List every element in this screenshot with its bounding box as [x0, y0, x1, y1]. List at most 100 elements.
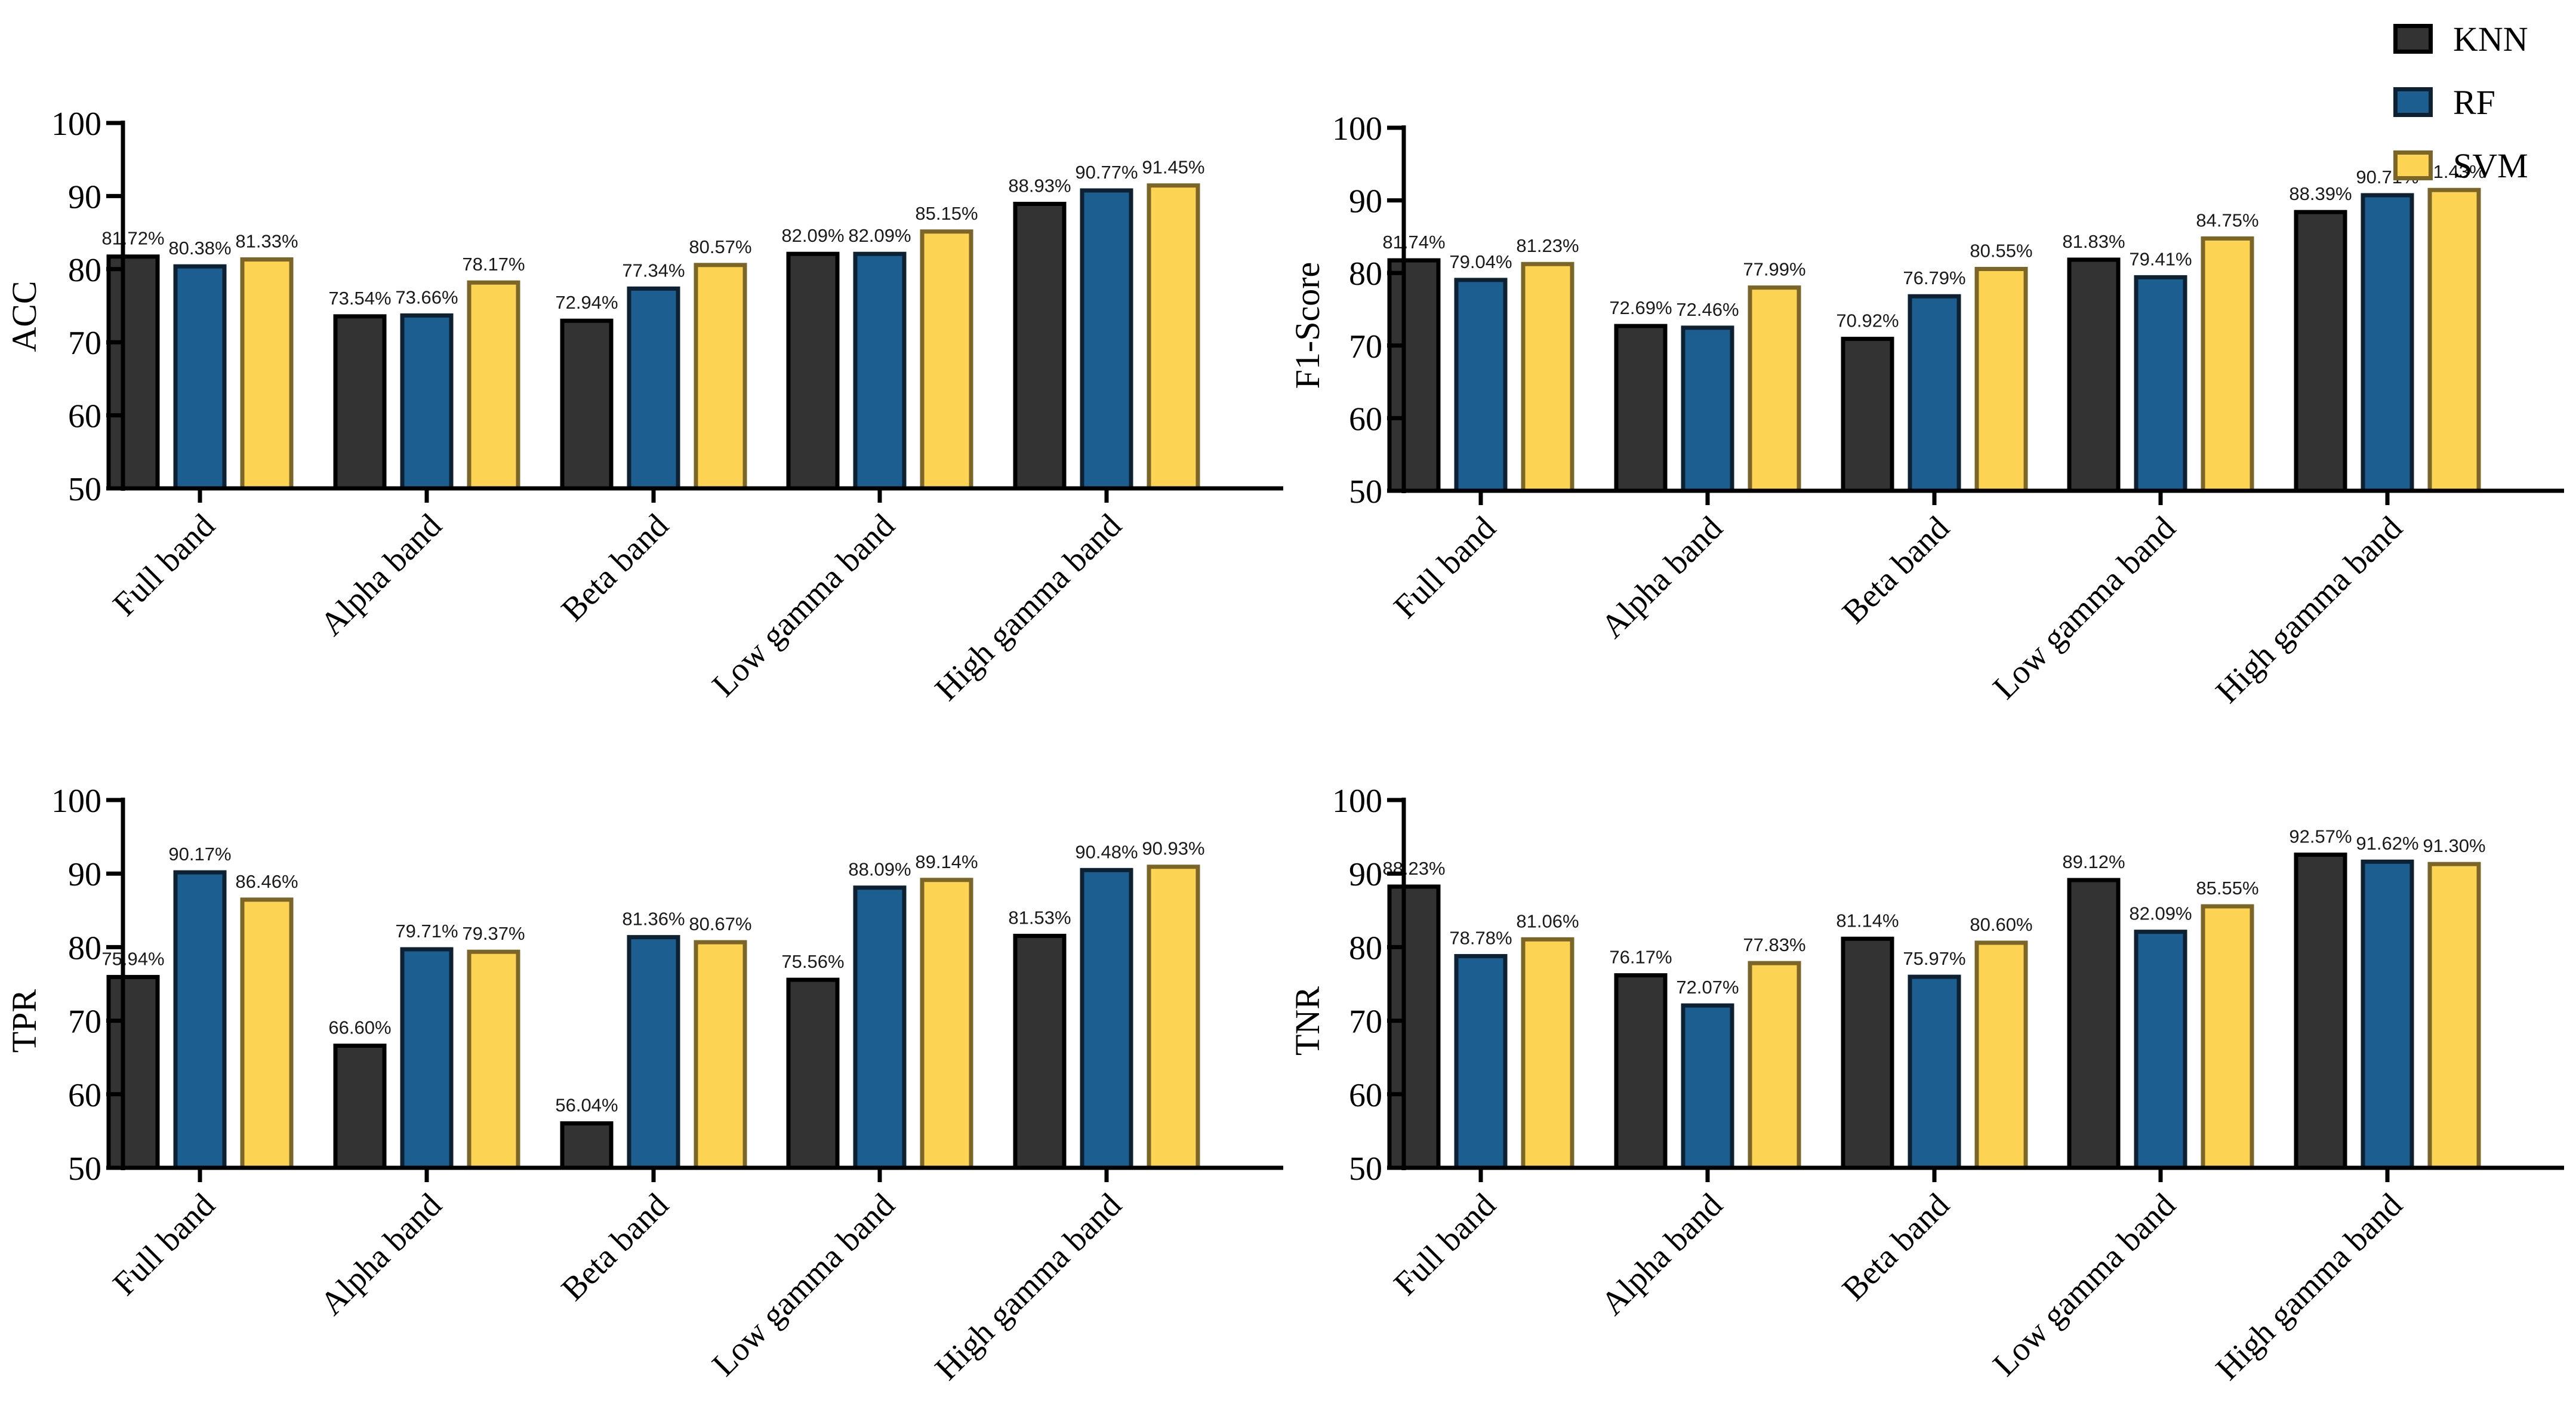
bar-svm-5: [2427, 187, 2481, 493]
x-tick-label-alpha-band: Alpha band: [313, 1186, 449, 1322]
y-tick-label-70: 70: [68, 325, 101, 362]
bar-label-knn-4: 81.83%: [2062, 231, 2125, 252]
y-tick-label-70: 70: [1349, 328, 1382, 365]
bar-label-knn-5: 88.39%: [2289, 183, 2352, 204]
bar-label-rf-2: 73.66%: [395, 287, 458, 307]
bar-rf-3: [1908, 974, 1961, 1170]
y-tick-label-50: 50: [1349, 473, 1382, 510]
bar-rf-2: [1681, 1003, 1734, 1170]
bar-rf-1: [173, 870, 227, 1170]
bar-rf-1: [173, 264, 227, 491]
bar-label-knn-2: 66.60%: [328, 1017, 391, 1038]
y-axis-title: TNR: [1288, 986, 1327, 1056]
bar-knn-4: [2067, 878, 2121, 1170]
bar-svm-3: [694, 263, 747, 491]
bar-svm-5: [1147, 865, 1200, 1170]
bar-label-svm-2: 77.99%: [1743, 259, 1805, 280]
bar-svm-2: [467, 280, 520, 491]
bar-knn-1: [106, 974, 160, 1170]
x-tick-label-full-band: Full band: [1387, 1186, 1503, 1303]
y-tick-label-100: 100: [51, 106, 101, 143]
legend-item-rf: RF: [2393, 70, 2528, 134]
bar-label-knn-2: 72.69%: [1609, 297, 1672, 318]
bar-label-svm-4: 89.14%: [915, 851, 978, 872]
bar-label-rf-3: 75.97%: [1903, 948, 1965, 969]
bar-rf-1: [1454, 278, 1508, 493]
bar-label-rf-5: 90.77%: [1075, 162, 1138, 183]
bar-label-svm-1: 86.46%: [235, 871, 298, 892]
y-tick-label-60: 60: [1349, 401, 1382, 438]
bar-label-knn-1: 88.23%: [1382, 858, 1445, 879]
y-tick-label-70: 70: [1349, 1004, 1382, 1041]
bar-label-knn-1: 81.74%: [1382, 232, 1445, 253]
bar-svm-4: [2201, 904, 2254, 1170]
bar-svm-4: [920, 878, 973, 1170]
bar-svm-5: [1147, 183, 1200, 491]
y-tick-label-90: 90: [68, 179, 101, 216]
bar-svm-2: [1748, 961, 1801, 1170]
bar-rf-4: [853, 885, 907, 1170]
bar-label-knn-3: 70.92%: [1836, 310, 1899, 331]
bar-knn-3: [560, 1121, 614, 1170]
legend-swatch-svm: [2393, 150, 2433, 180]
bar-label-svm-4: 85.15%: [915, 203, 978, 224]
bar-label-knn-5: 81.53%: [1008, 908, 1071, 928]
bar-label-svm-1: 81.23%: [1516, 235, 1579, 256]
bar-label-knn-1: 81.72%: [101, 228, 164, 249]
bar-knn-3: [1841, 337, 1894, 493]
bar-rf-3: [1908, 294, 1961, 493]
bar-rf-1: [1454, 953, 1508, 1170]
legend-item-knn: KNN: [2393, 7, 2528, 70]
bar-label-rf-1: 79.04%: [1449, 251, 1512, 272]
y-tick-label-80: 80: [68, 252, 101, 289]
chart-panel-f1-score: 81.74% 72.69% 70.92% 81.83% 88.39% 79.04% 72.4…: [1288, 110, 2564, 710]
y-tick-label-100: 100: [1332, 110, 1382, 147]
x-tick-label-alpha-band: Alpha band: [1594, 1186, 1730, 1322]
y-tick-label-50: 50: [68, 1150, 101, 1188]
bar-label-svm-5: 91.43%: [2423, 161, 2485, 182]
bar-svm-2: [1748, 285, 1801, 493]
x-tick-label-high-gamma-band: High gamma band: [2209, 509, 2409, 710]
legend-item-svm: SVM: [2393, 134, 2528, 197]
legend-label-rf: RF: [2453, 82, 2495, 122]
bar-label-svm-3: 80.57%: [689, 236, 751, 257]
bar-knn-1: [1387, 884, 1441, 1170]
x-tick-label-beta-band: Beta band: [554, 1186, 676, 1308]
bar-label-rf-1: 90.17%: [168, 844, 231, 865]
bar-rf-5: [1080, 867, 1133, 1170]
bar-label-knn-3: 72.94%: [555, 292, 618, 313]
y-tick-label-100: 100: [51, 783, 101, 820]
bar-rf-3: [627, 286, 680, 491]
bar-label-rf-4: 79.41%: [2129, 248, 2192, 269]
y-tick-label-50: 50: [68, 471, 101, 508]
x-tick-label-beta-band: Beta band: [554, 507, 676, 628]
bar-knn-5: [1013, 201, 1067, 491]
bar-label-svm-2: 78.17%: [462, 254, 525, 275]
bar-label-svm-2: 79.37%: [462, 923, 525, 944]
bar-label-svm-4: 84.75%: [2196, 210, 2258, 230]
bar-label-rf-5: 91.62%: [2356, 833, 2418, 854]
bar-label-rf-2: 72.46%: [1676, 299, 1739, 320]
bar-label-knn-4: 75.56%: [781, 951, 844, 972]
bar-knn-5: [2294, 853, 2347, 1170]
x-tick-label-full-band: Full band: [1387, 509, 1503, 626]
bar-label-svm-3: 80.55%: [1970, 241, 2032, 262]
y-tick-label-80: 80: [1349, 930, 1382, 967]
bar-label-knn-5: 92.57%: [2289, 826, 2352, 847]
bar-knn-2: [333, 314, 387, 491]
bar-label-rf-3: 77.34%: [622, 260, 685, 281]
bar-label-rf-5: 90.48%: [1075, 841, 1138, 862]
bar-label-svm-3: 80.60%: [1970, 914, 2032, 935]
y-axis-title: F1-Score: [1288, 262, 1327, 389]
bar-svm-3: [1974, 940, 2028, 1170]
y-tick-label-100: 100: [1332, 783, 1382, 820]
legend-label-knn: KNN: [2453, 19, 2528, 59]
bar-rf-5: [2361, 193, 2414, 493]
x-tick-label-high-gamma-band: High gamma band: [928, 1186, 1129, 1387]
y-tick-label-90: 90: [1349, 183, 1382, 220]
bar-knn-2: [1614, 324, 1668, 493]
y-tick-label-90: 90: [1349, 856, 1382, 893]
bar-rf-2: [1681, 325, 1734, 493]
x-tick-label-low-gamma-band: Low gamma band: [1986, 1186, 2183, 1383]
